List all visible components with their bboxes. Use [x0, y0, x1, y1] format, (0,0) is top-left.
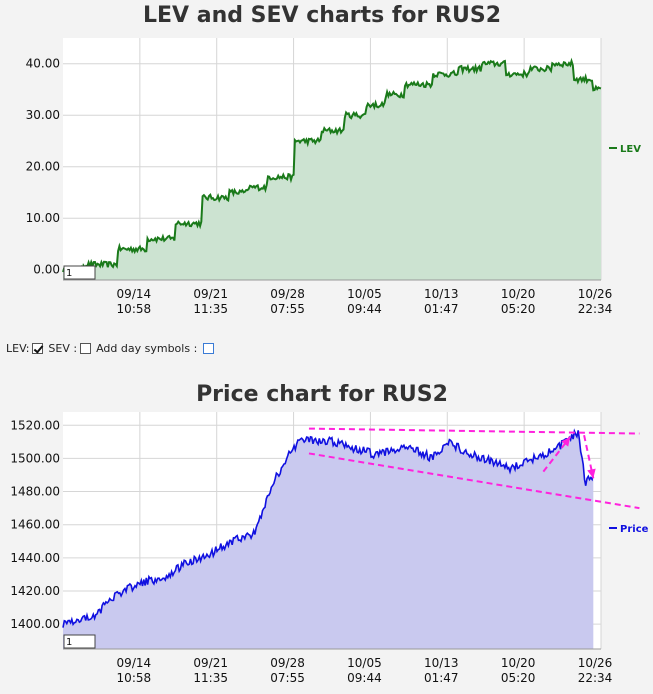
series-area-lev: [63, 61, 601, 280]
x-tick-time: 22:34: [578, 671, 613, 685]
lev-label: LEV:: [6, 342, 30, 355]
sev-checkbox[interactable]: [80, 343, 92, 354]
series-line-price: [62, 428, 595, 628]
x-tick-date: 10/05: [347, 656, 382, 670]
x-tick-date: 09/21: [193, 287, 228, 301]
x-tick-date: 09/28: [270, 287, 305, 301]
x-tick-time: 10:58: [117, 671, 152, 685]
zoom-input[interactable]: [63, 265, 96, 280]
x-tick-time: 09:44: [347, 302, 382, 316]
chart-title: LEV and SEV charts for RUS2: [143, 3, 501, 28]
y-tick-label: 40.00: [26, 57, 60, 71]
x-tick-time: 07:55: [270, 302, 305, 316]
annotation-arrowhead: [561, 436, 571, 447]
x-tick-time: 10:58: [117, 302, 152, 316]
zoom-input[interactable]: [63, 634, 96, 649]
y-tick-label: 1520.00: [10, 418, 60, 432]
x-tick-time: 09:44: [347, 671, 382, 685]
y-tick-label: 30.00: [26, 108, 60, 122]
y-tick-label: 1480.00: [10, 485, 60, 499]
x-tick-date: 09/14: [117, 287, 152, 301]
y-tick-label: 1420.00: [10, 584, 60, 598]
annotation-trendline: [308, 452, 640, 510]
lev-sev-chart: LEV and SEV charts for RUS2 0.00 10.00 20.0…: [26, 3, 642, 316]
x-tick-date: 10/26: [578, 287, 613, 301]
day-symbols-label: Add day symbols :: [96, 342, 198, 355]
x-tick-date: 10/13: [424, 656, 459, 670]
series-area-price: [63, 430, 594, 649]
legend-label: LEV: [620, 144, 641, 155]
x-tick-time: 07:55: [270, 671, 305, 685]
x-tick-date: 09/28: [270, 656, 305, 670]
day-symbols-checkbox[interactable]: [203, 343, 215, 354]
x-tick-time: 05:20: [501, 671, 536, 685]
y-tick-label: 10.00: [26, 211, 60, 225]
lev-checkbox[interactable]: [32, 343, 44, 354]
zoom-input-value: 1: [66, 268, 72, 279]
series-line-lev: [62, 57, 602, 274]
y-tick-label: 1440.00: [10, 551, 60, 565]
y-tick-label: 1500.00: [10, 451, 60, 465]
annotation-arrow: [583, 434, 595, 479]
x-tick-time: 01:47: [424, 302, 459, 316]
annotation-trendline: [308, 427, 640, 435]
x-tick-time: 01:47: [424, 671, 459, 685]
chart-title: Price chart for RUS2: [196, 382, 448, 407]
annotation-arrowhead: [587, 468, 596, 479]
y-tick-label: 20.00: [26, 160, 60, 174]
legend-label: Price: [620, 524, 649, 535]
x-tick-time: 11:35: [193, 302, 228, 316]
x-tick-date: 10/05: [347, 287, 382, 301]
series-controls: LEV: SEV : Add day symbols :: [6, 342, 217, 355]
x-tick-time: 05:20: [501, 302, 536, 316]
x-tick-date: 10/20: [501, 287, 536, 301]
x-tick-date: 10/26: [578, 656, 613, 670]
x-tick-date: 10/13: [424, 287, 459, 301]
x-tick-time: 11:35: [193, 671, 228, 685]
x-tick-date: 09/14: [117, 656, 152, 670]
annotation-arrow: [542, 436, 572, 473]
x-tick-date: 09/21: [193, 656, 228, 670]
zoom-input-value: 1: [66, 637, 72, 648]
y-tick-label: 0.00: [33, 263, 60, 277]
y-tick-label: 1460.00: [10, 518, 60, 532]
y-tick-label: 1400.00: [10, 617, 60, 631]
x-tick-time: 22:34: [578, 302, 613, 316]
x-tick-date: 10/20: [501, 656, 536, 670]
sev-label: SEV :: [48, 342, 78, 355]
